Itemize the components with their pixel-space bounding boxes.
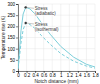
x-tick: 0.2 bbox=[24, 71, 31, 78]
annotation-line-text: (adiabatic) bbox=[35, 11, 57, 16]
y-axis: 0 50 100 150 200 250 300 bbox=[7, 2, 18, 74]
y-grid-line bbox=[18, 48, 95, 49]
x-axis-title: Notch distance (mm) bbox=[34, 79, 79, 84]
y-tick-label: 300 bbox=[7, 2, 15, 7]
y-tick: 300 bbox=[7, 2, 18, 7]
y-tick: 150 bbox=[7, 35, 18, 40]
x-axis: 0 0.20.40.60.81 1.21.41.61.8 bbox=[17, 71, 99, 78]
y-tick-mark bbox=[16, 26, 18, 27]
y-tick-label: 50 bbox=[10, 58, 16, 63]
y-tick-mark bbox=[16, 4, 18, 5]
y-tick-mark bbox=[16, 60, 18, 61]
y-tick-mark bbox=[16, 38, 18, 39]
x-tick: 1.6 bbox=[84, 71, 91, 78]
y-tick: 50 bbox=[10, 58, 18, 63]
line bbox=[18, 7, 95, 68]
y-tick-label: 100 bbox=[7, 47, 15, 52]
x-tick-label: 1.8 bbox=[92, 73, 99, 78]
x-tick: 1.8 bbox=[92, 71, 99, 78]
chart: 0 0.20.40.60.81 1.21.41.61.8 0 50 100 150 200 25… bbox=[0, 0, 100, 84]
x-tick-label: 0.4 bbox=[32, 73, 39, 78]
y-tick: 200 bbox=[7, 24, 18, 29]
y-tick-mark bbox=[16, 15, 18, 16]
annotation: Stress(isothermal) bbox=[35, 22, 59, 32]
line bbox=[18, 23, 95, 69]
x-tick-label: 0.8 bbox=[50, 73, 57, 78]
marks bbox=[18, 6, 95, 69]
x-tick: 0.6 bbox=[41, 71, 48, 78]
y-tick: 250 bbox=[7, 13, 18, 18]
x-tick: 0.8 bbox=[50, 71, 57, 78]
y-tick: 0 bbox=[12, 69, 18, 74]
y-grid-line bbox=[18, 15, 95, 16]
y-tick-mark bbox=[16, 71, 18, 72]
plot: 0 0.20.40.60.81 1.21.41.61.8 0 50 100 150 200 25… bbox=[7, 2, 99, 78]
x-tick-label: 1 bbox=[60, 73, 63, 78]
y-tick-label: 150 bbox=[7, 35, 15, 40]
annotation-line-text: (isothermal) bbox=[35, 27, 59, 32]
grid bbox=[18, 4, 95, 71]
y-grid-line bbox=[18, 37, 95, 38]
x-tick-label: 1.2 bbox=[67, 73, 74, 78]
annotations: Stress(adiabatic) Stress(isothermal) bbox=[26, 6, 59, 32]
annotation-line bbox=[26, 23, 35, 24]
x-tick: 0 bbox=[17, 71, 20, 78]
x-tick-label: 0.2 bbox=[24, 73, 31, 78]
y-grid-line bbox=[18, 4, 95, 5]
y-tick: 100 bbox=[7, 47, 18, 52]
x-tick: 1.2 bbox=[67, 71, 74, 78]
x-tick: 1 bbox=[60, 71, 63, 78]
y-axis-title: Temperature rise (K) bbox=[1, 15, 6, 59]
x-tick-label: 1.4 bbox=[75, 73, 82, 78]
x-tick: 1.4 bbox=[75, 71, 82, 78]
y-grid-line bbox=[18, 59, 95, 60]
y-tick-mark bbox=[16, 49, 18, 50]
annotation-line bbox=[26, 7, 35, 8]
y-tick-label: 0 bbox=[12, 69, 15, 74]
x-tick-label: 0.6 bbox=[41, 73, 48, 78]
x-tick: 0.4 bbox=[32, 71, 39, 78]
y-tick-label: 200 bbox=[7, 24, 15, 29]
annotation: Stress(adiabatic) bbox=[35, 6, 57, 16]
x-tick-label: 1.6 bbox=[84, 73, 91, 78]
y-tick-label: 250 bbox=[7, 13, 15, 18]
x-tick-label: 0 bbox=[17, 73, 20, 78]
